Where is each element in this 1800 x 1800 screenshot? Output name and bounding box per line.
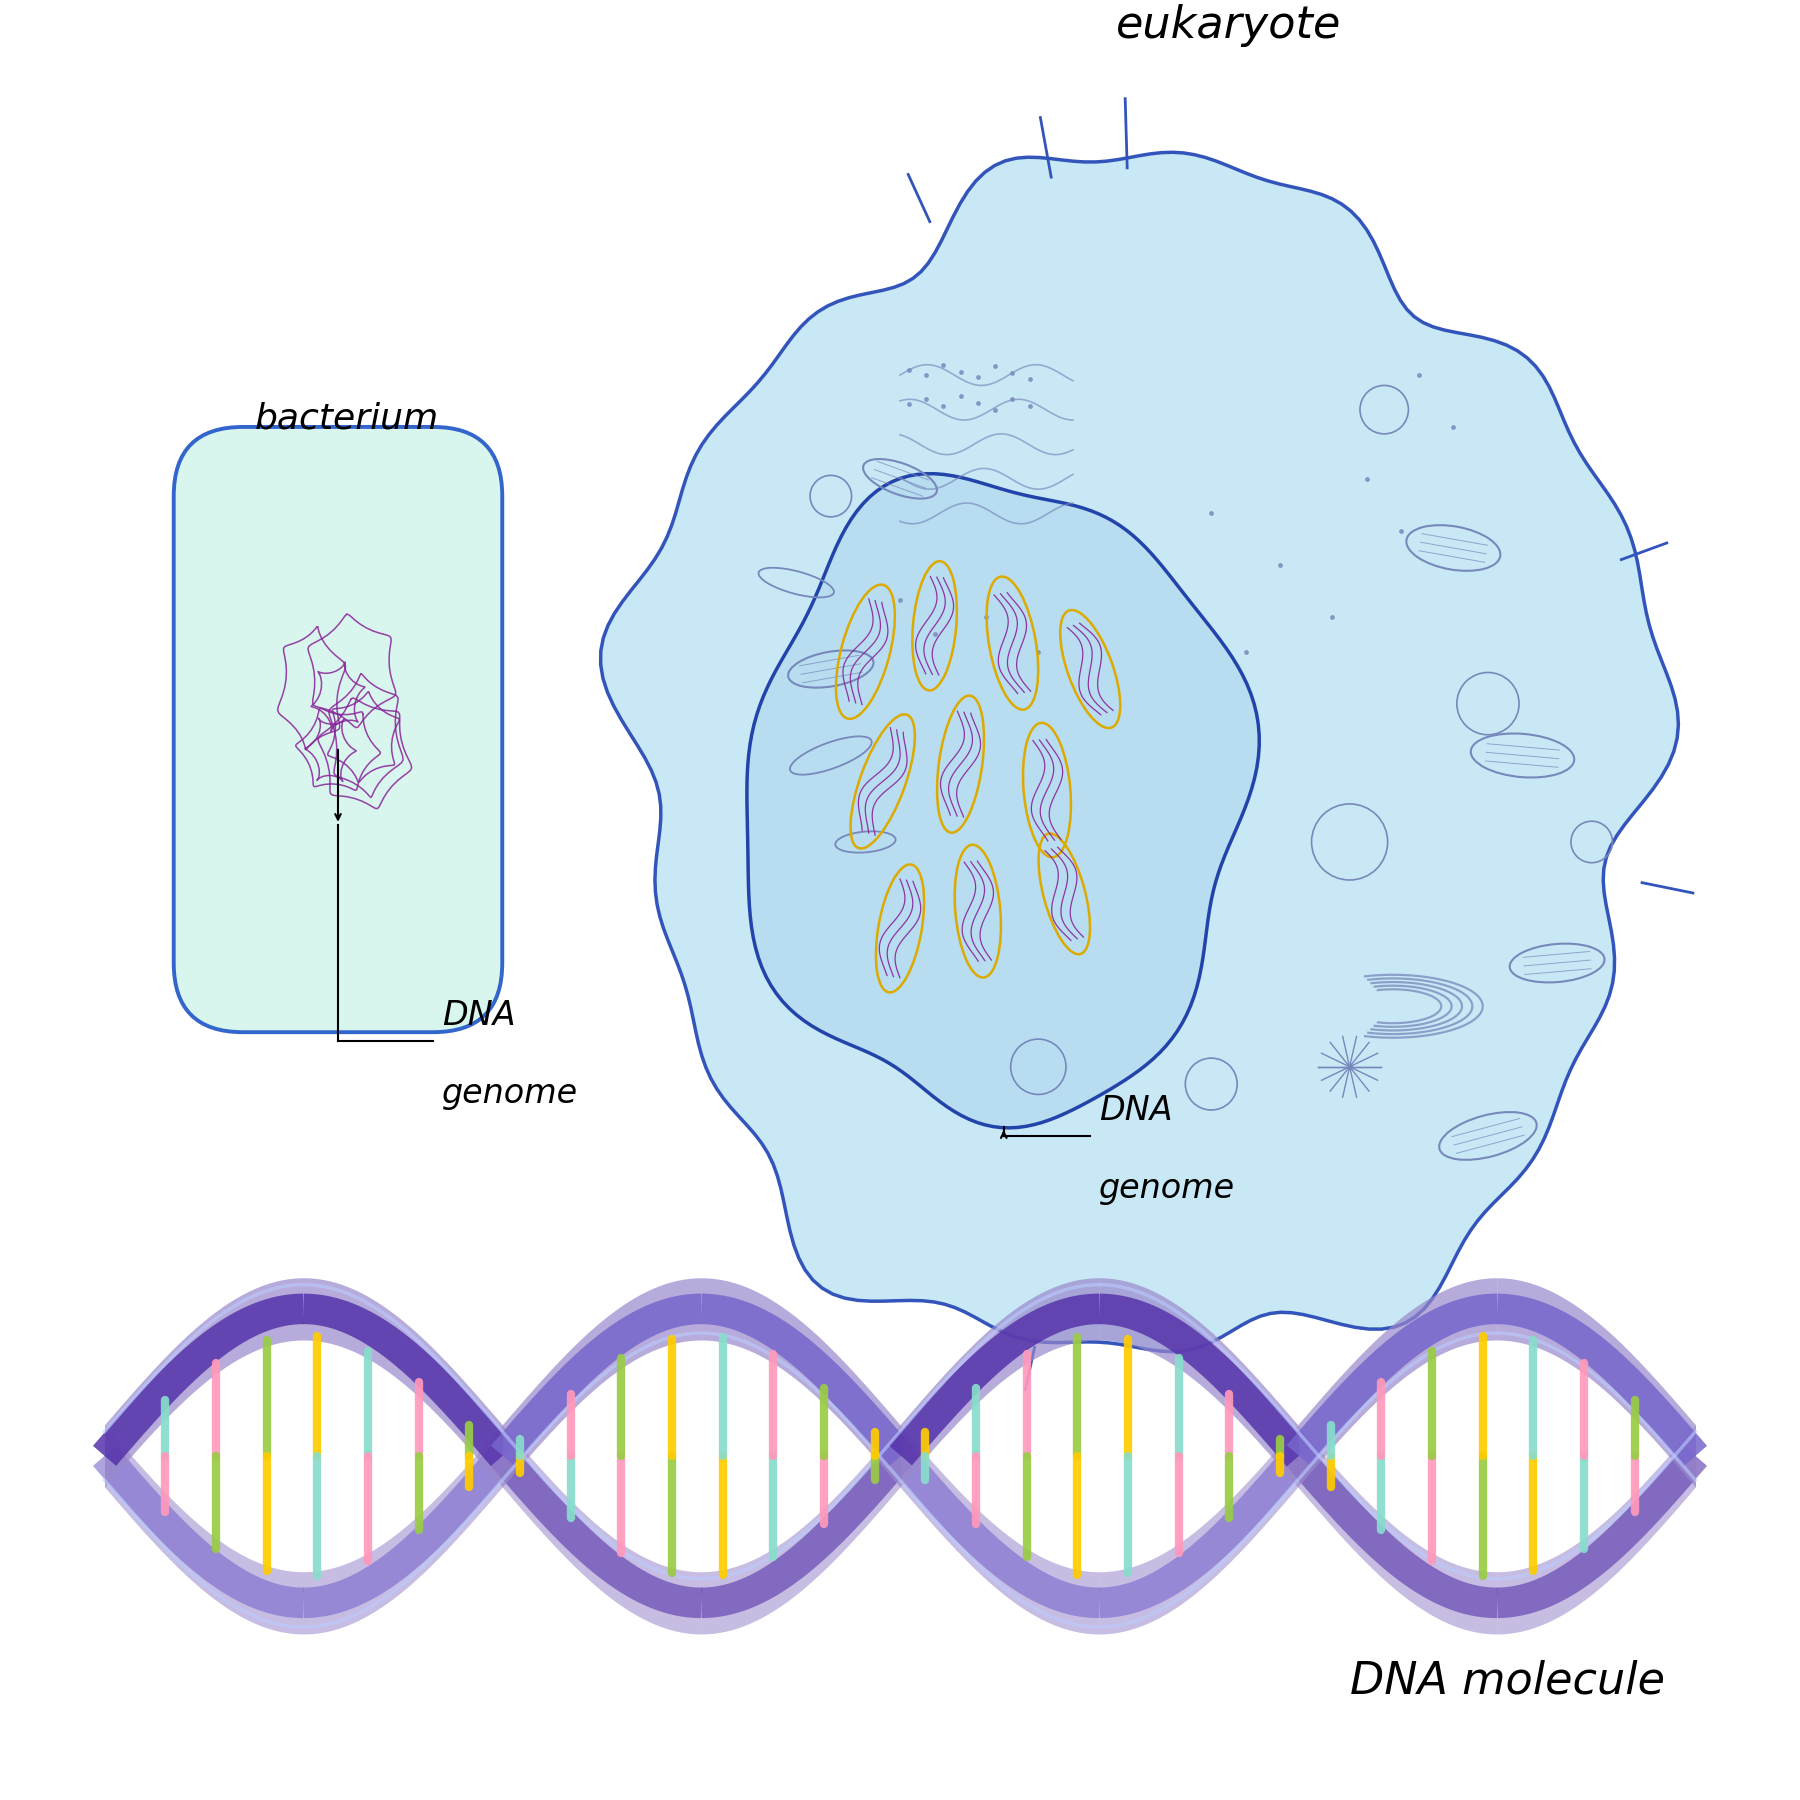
- Text: DNA molecule: DNA molecule: [1350, 1660, 1665, 1703]
- Text: genome: genome: [1098, 1172, 1235, 1206]
- Text: eukaryote: eukaryote: [1116, 4, 1341, 47]
- Text: bacterium: bacterium: [254, 401, 439, 436]
- Polygon shape: [601, 153, 1678, 1352]
- Polygon shape: [747, 473, 1260, 1129]
- Text: DNA: DNA: [1098, 1094, 1172, 1127]
- Text: DNA: DNA: [441, 999, 515, 1031]
- Text: genome: genome: [441, 1076, 578, 1111]
- FancyBboxPatch shape: [175, 427, 502, 1031]
